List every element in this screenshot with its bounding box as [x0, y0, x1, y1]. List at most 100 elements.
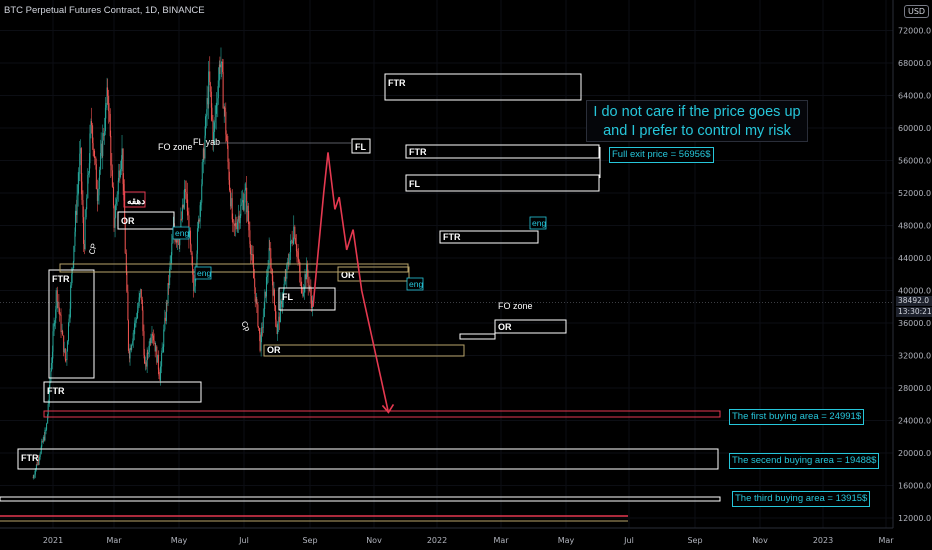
candle-body	[176, 240, 178, 243]
candle-body	[66, 351, 68, 360]
candle-body	[129, 348, 131, 359]
candle-body	[45, 429, 47, 431]
candle-body	[52, 331, 54, 352]
first-buying-band	[43, 410, 721, 418]
candle-body	[147, 352, 149, 354]
candle-body	[242, 200, 244, 210]
candle-body	[273, 289, 275, 306]
candle-body	[291, 240, 293, 244]
zone-label: FL	[282, 292, 293, 302]
candle-body	[151, 334, 153, 339]
candle-body	[221, 61, 223, 64]
candle-body	[158, 369, 160, 376]
candle-body	[290, 240, 292, 253]
candle-body	[95, 157, 97, 165]
fo-zone-label-1: FO zone	[158, 142, 193, 152]
candle-body	[64, 348, 66, 360]
candle-body	[255, 299, 257, 302]
x-tick-label: May	[171, 536, 188, 545]
candle-body	[277, 323, 279, 335]
candle-body	[172, 235, 174, 244]
candle-body	[56, 290, 58, 303]
candle-body	[218, 64, 220, 81]
candle-body	[209, 82, 211, 92]
candle-body	[198, 219, 200, 222]
candle-body	[307, 264, 309, 277]
candle-body	[175, 240, 177, 242]
candle-body	[100, 143, 102, 154]
x-tick-label: Mar	[878, 536, 894, 545]
candle-body	[249, 243, 251, 255]
candle-body	[125, 253, 127, 273]
candle-body	[66, 341, 68, 352]
x-tick-label: Mar	[106, 536, 122, 545]
candle-body	[188, 215, 190, 238]
candle-body	[79, 148, 81, 154]
candle-body	[55, 309, 57, 324]
candle-body	[196, 253, 198, 267]
candle-body	[291, 240, 293, 242]
candle-body	[216, 102, 218, 106]
candle-body	[97, 195, 99, 201]
candle-body	[137, 306, 139, 311]
candle-body	[146, 352, 148, 367]
candle-body	[37, 459, 39, 465]
candle-body	[76, 195, 78, 215]
candle-body	[184, 188, 186, 199]
candle-body	[116, 199, 118, 205]
candle-body	[78, 173, 80, 185]
candle-body	[103, 133, 105, 137]
currency-button[interactable]: USD	[904, 5, 930, 18]
candle-body	[204, 116, 206, 136]
candle-body	[50, 362, 52, 372]
candle-body	[109, 113, 111, 137]
candle-body	[91, 121, 93, 126]
candle-body	[294, 226, 296, 238]
candle-body	[101, 143, 103, 156]
candle-body	[134, 320, 136, 328]
candle-body	[95, 164, 97, 190]
candle-body	[155, 346, 157, 352]
candle-body	[189, 230, 191, 245]
candle-body	[278, 316, 280, 324]
zone-fl-1	[351, 138, 371, 154]
zone-ftr-2	[43, 381, 202, 403]
candle-body	[170, 255, 172, 262]
candle-body	[284, 277, 286, 284]
candle-body	[247, 205, 249, 222]
y-tick-label: 28000.0	[898, 384, 931, 393]
candle-body	[74, 210, 76, 232]
candle-body	[222, 61, 224, 73]
candle-body	[243, 202, 245, 210]
candle-body	[46, 423, 48, 430]
candle-body	[34, 469, 36, 475]
candle-body	[193, 274, 195, 291]
candle-body	[96, 189, 98, 201]
candle-body	[58, 302, 60, 309]
candle-body	[296, 251, 298, 253]
x-tick-label: Mar	[493, 536, 509, 545]
zone-arabic	[123, 191, 146, 208]
candle-body	[143, 331, 145, 355]
zone-ftr-5	[439, 230, 539, 244]
candle-body	[275, 305, 277, 320]
candle-body	[265, 291, 267, 297]
candle-body	[120, 159, 122, 170]
candle-body	[44, 430, 46, 441]
candle-body	[72, 261, 74, 269]
candle-body	[215, 105, 217, 118]
fl-yab-label: FL yab	[193, 137, 220, 147]
zone-label: FTR	[443, 232, 461, 242]
candle-body	[123, 184, 125, 191]
candle-body	[272, 281, 274, 296]
candle-body	[32, 477, 34, 479]
first-buying-area-label: The first buying area = 24991$	[729, 409, 865, 425]
candle-body	[162, 346, 164, 349]
candle-body	[217, 98, 219, 103]
candle-body	[54, 323, 56, 324]
candle-body	[63, 335, 65, 353]
candle-body	[103, 131, 105, 137]
candle-body	[48, 387, 50, 405]
candle-body	[268, 248, 270, 269]
